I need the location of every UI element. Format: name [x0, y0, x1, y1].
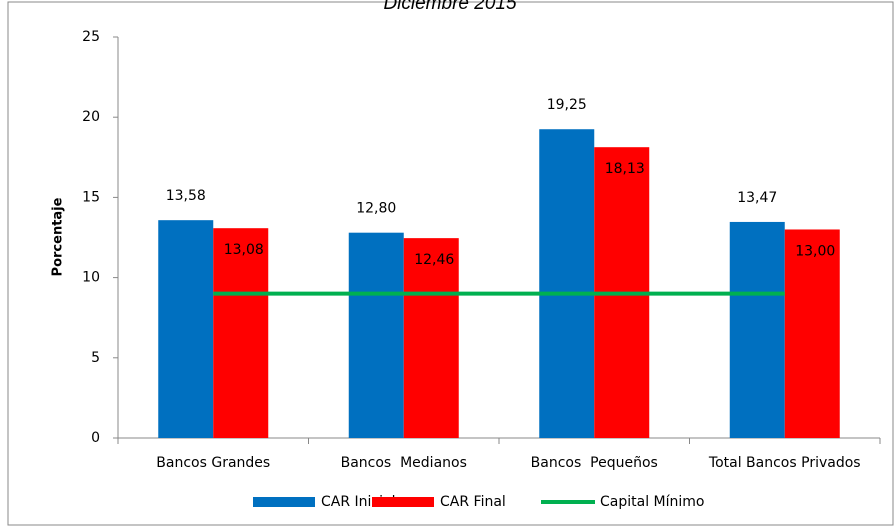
y-tick-label: 10 — [82, 270, 100, 286]
data-label: 12,80 — [356, 201, 396, 217]
legend-swatch — [372, 497, 434, 507]
y-tick-label: 5 — [91, 350, 100, 366]
y-tick-label: 15 — [82, 189, 100, 205]
bar — [539, 129, 595, 439]
bar — [403, 238, 459, 438]
y-tick-label: 20 — [82, 109, 100, 125]
bar — [213, 228, 269, 438]
bar — [729, 221, 785, 438]
bar — [348, 232, 404, 438]
data-label: 13,47 — [737, 190, 777, 206]
x-tick-label: Bancos Pequeños — [531, 455, 658, 471]
legend-label: CAR Final — [440, 494, 506, 510]
data-label: 13,58 — [166, 188, 206, 204]
data-label: 19,25 — [547, 97, 587, 113]
data-label: 12,46 — [414, 252, 454, 268]
data-label: 13,00 — [795, 243, 835, 259]
data-label: 18,13 — [605, 161, 645, 177]
x-tick-label: Bancos Medianos — [341, 455, 467, 471]
y-tick-label: 0 — [91, 430, 100, 446]
y-axis-label: Porcentaje — [51, 197, 66, 276]
data-label: 13,08 — [224, 242, 264, 258]
x-tick-label: Bancos Grandes — [156, 455, 270, 471]
chart-title: Diciembre 2015 — [383, 0, 516, 14]
bar — [158, 220, 214, 438]
bar — [784, 229, 840, 438]
x-tick-label: Total Bancos Privados — [708, 455, 861, 471]
legend-label: Capital Mínimo — [600, 494, 704, 510]
y-tick-label: 25 — [82, 29, 100, 45]
legend-swatch — [253, 497, 315, 507]
